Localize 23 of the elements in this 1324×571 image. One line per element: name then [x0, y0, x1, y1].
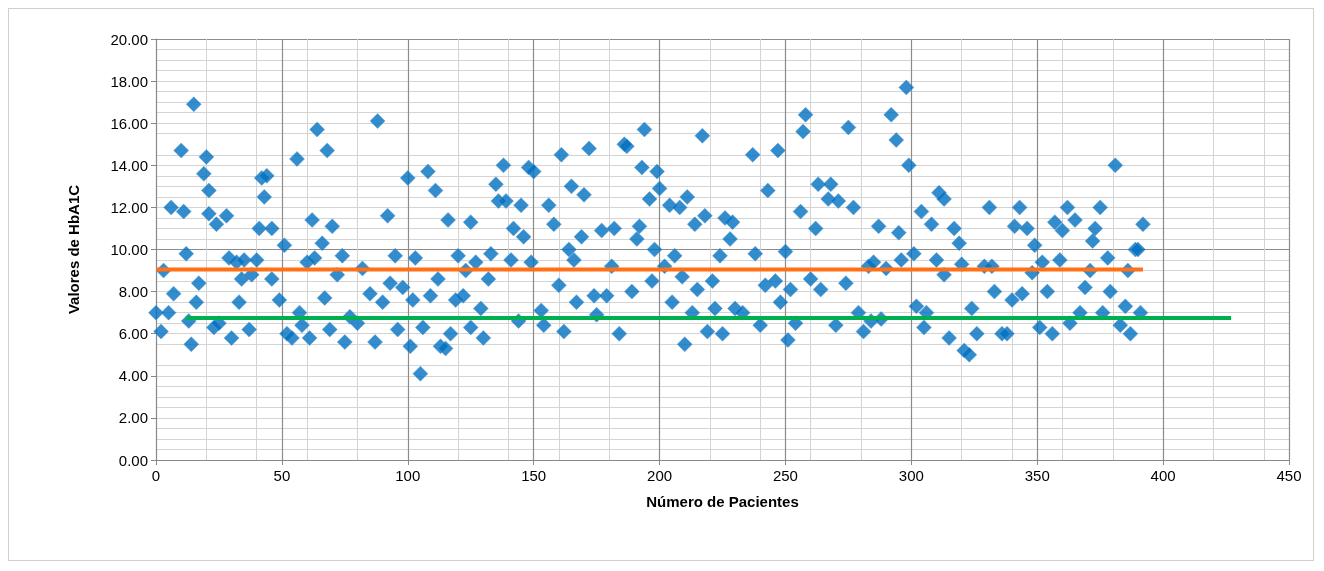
y-tick-label: 16.00	[110, 114, 148, 132]
x-tick-label: 0	[151, 467, 161, 484]
y-tick-label: 8.00	[118, 283, 148, 301]
y-tick-label: 2.00	[118, 409, 148, 427]
y-tick-label: 0.00	[118, 451, 148, 469]
y-tick-label: 14.00	[110, 156, 148, 174]
x-tick-label: 300	[898, 467, 924, 484]
x-tick-label: 250	[772, 467, 798, 484]
y-tick-label: 12.00	[110, 198, 148, 216]
y-tick-label: 4.00	[118, 367, 148, 385]
x-tick-label: 400	[1150, 467, 1176, 484]
x-tick-label: 200	[647, 467, 673, 484]
y-tick-label: 18.00	[110, 72, 148, 90]
x-tick-label: 150	[521, 467, 547, 484]
y-tick-label: 6.00	[118, 325, 148, 343]
x-tick-label: 100	[395, 467, 421, 484]
x-axis-title: Número de Pacientes	[646, 493, 799, 510]
x-tick-label: 450	[1276, 467, 1302, 484]
y-axis-title: Valores de HbA1C	[65, 184, 82, 315]
y-tick-label: 10.00	[110, 241, 148, 258]
x-tick-label: 350	[1024, 467, 1050, 484]
y-tick-label: 20.00	[110, 30, 148, 48]
x-tick-label: 50	[273, 467, 291, 484]
